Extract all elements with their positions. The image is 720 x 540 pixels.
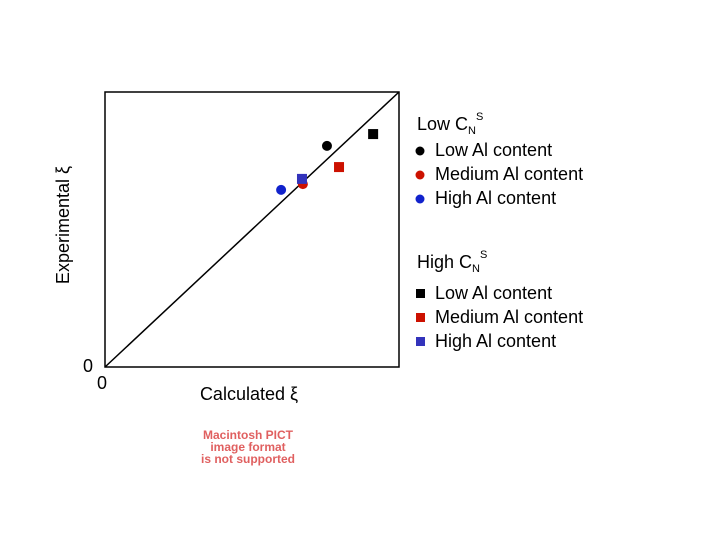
legend-label: Medium Al content [435,164,583,184]
x-tick-label: 0 [97,373,107,393]
legend-label: Low Al content [435,140,552,160]
legend-label: Low Al content [435,283,552,303]
placeholder-text: Macintosh PICT [203,428,294,442]
legend-title-text: High C [417,252,472,272]
point [334,162,345,173]
legend-title-sup: S [480,249,487,261]
legend-marker [415,146,425,156]
legend-title-sup: S [476,111,483,123]
legend-marker [416,337,425,346]
legend-marker [415,170,425,180]
legend-title: Low CNS [417,111,483,137]
point [368,129,379,140]
legend-title-text: Low C [417,114,468,134]
point [296,173,307,184]
legend-marker [416,289,425,298]
legend-title-sub: N [468,125,476,137]
point [276,184,287,195]
legend-label: Medium Al content [435,307,583,327]
y-axis-label: Experimental ξ [53,166,73,284]
plot-frame [104,91,400,368]
legend-label: High Al content [435,331,556,351]
placeholder-text: is not supported [201,452,295,466]
legend-label: High Al content [435,188,556,208]
identity-line [104,91,400,368]
x-axis-label: Calculated ξ [200,384,298,404]
legend-title: High CNS [417,249,487,275]
point [321,140,332,151]
legend-marker [416,313,425,322]
legend-title-sub: N [472,263,480,275]
placeholder-text: image format [210,440,285,454]
y-tick-label: 0 [83,356,93,376]
legend-marker [415,194,425,204]
